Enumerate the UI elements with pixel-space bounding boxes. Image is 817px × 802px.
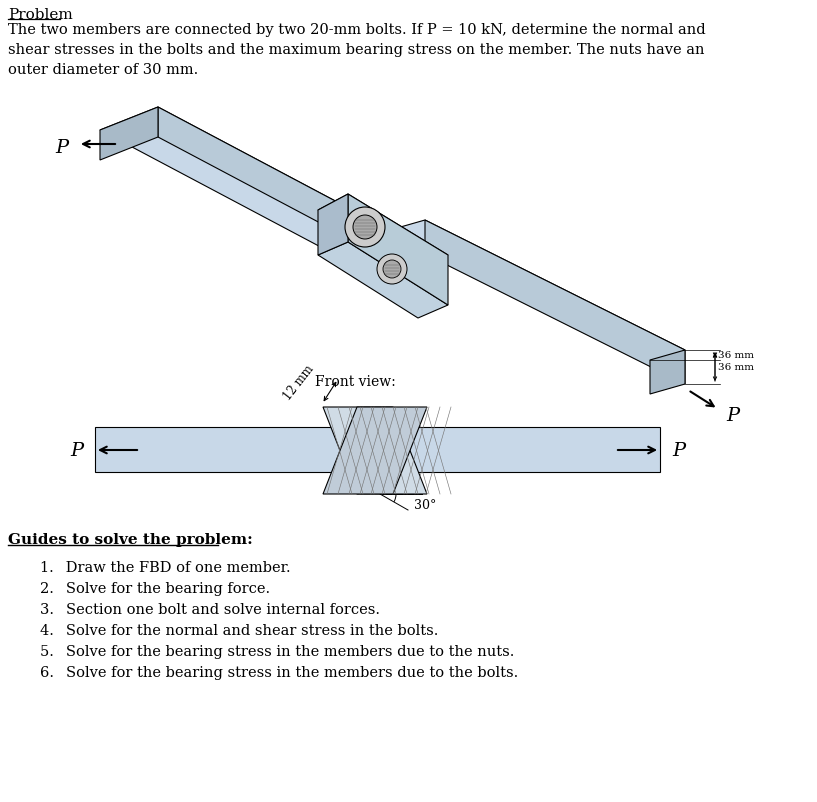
Text: 1.  Draw the FBD of one member.: 1. Draw the FBD of one member. [40, 561, 291, 574]
Text: 6.  Solve for the bearing stress in the members due to the bolts.: 6. Solve for the bearing stress in the m… [40, 665, 518, 679]
FancyBboxPatch shape [95, 427, 660, 472]
Text: P: P [55, 139, 68, 157]
Circle shape [353, 216, 377, 240]
Text: 3.  Section one bolt and solve internal forces.: 3. Section one bolt and solve internal f… [40, 602, 380, 616]
Polygon shape [318, 243, 448, 318]
Text: P: P [672, 441, 685, 460]
Polygon shape [323, 407, 427, 494]
Text: 2.  Solve for the bearing force.: 2. Solve for the bearing force. [40, 581, 270, 595]
Text: Problem: Problem [8, 8, 73, 22]
Text: P: P [726, 407, 739, 424]
Polygon shape [318, 195, 448, 272]
Polygon shape [158, 107, 390, 261]
Circle shape [377, 255, 407, 285]
Text: 36 mm: 36 mm [718, 363, 754, 372]
Polygon shape [100, 107, 158, 160]
Text: Guides to solve the problem:: Guides to solve the problem: [8, 533, 252, 546]
Text: 30°: 30° [414, 498, 436, 512]
Polygon shape [425, 221, 685, 384]
Text: 4.  Solve for the normal and shear stress in the bolts.: 4. Solve for the normal and shear stress… [40, 623, 439, 638]
Text: P: P [70, 441, 83, 460]
Polygon shape [348, 195, 448, 306]
Circle shape [383, 261, 401, 278]
Polygon shape [323, 407, 427, 494]
Polygon shape [100, 107, 390, 253]
Text: Front view:: Front view: [315, 375, 395, 388]
Polygon shape [390, 221, 685, 361]
Text: The two members are connected by two 20‑mm bolts. If P = 10 kN, determine the no: The two members are connected by two 20‑… [8, 23, 706, 77]
Text: 12 mm: 12 mm [281, 363, 316, 403]
Text: 36 mm: 36 mm [718, 351, 754, 360]
Circle shape [345, 208, 385, 248]
Text: 5.  Solve for the bearing stress in the members due to the nuts.: 5. Solve for the bearing stress in the m… [40, 644, 515, 658]
Polygon shape [318, 195, 348, 256]
Polygon shape [650, 350, 685, 395]
